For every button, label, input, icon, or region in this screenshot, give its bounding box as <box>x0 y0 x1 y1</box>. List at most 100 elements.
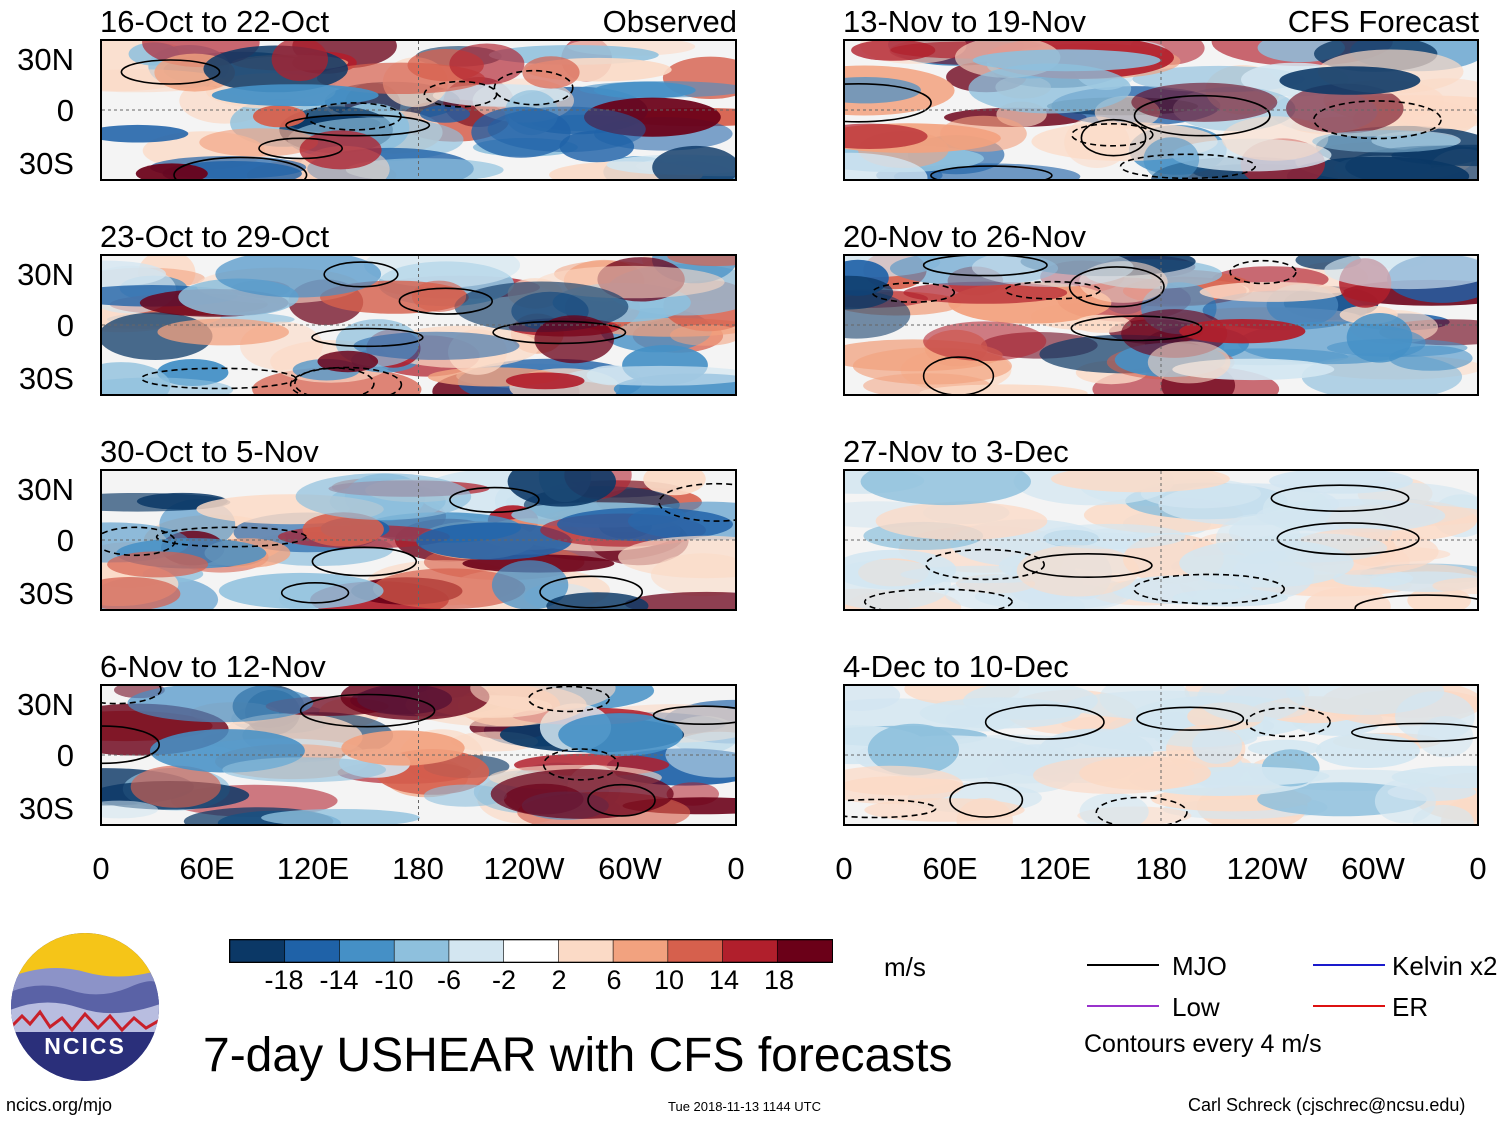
anomaly-blob <box>643 471 706 496</box>
anomaly-blob <box>1346 313 1413 363</box>
anomaly-blob <box>261 809 420 824</box>
map-panel <box>843 684 1479 826</box>
map-panel <box>100 254 737 396</box>
lat-label: 30N <box>17 42 74 77</box>
mjo-contour <box>1095 796 1188 824</box>
mjo-contour <box>949 781 1024 818</box>
mjo-contour <box>1245 706 1331 738</box>
anomaly-blob <box>199 128 319 157</box>
anomaly-blob <box>1324 256 1477 290</box>
legend-low-line <box>1087 1005 1159 1007</box>
mjo-contour <box>1270 484 1410 513</box>
panel-title: 13-Nov to 19-Nov <box>843 4 1086 39</box>
anomaly-blob <box>102 124 189 143</box>
anomaly-blob <box>940 115 1027 152</box>
mjo-contour <box>1276 522 1420 556</box>
anomaly-blob <box>923 321 1047 361</box>
footer-website: ncics.org/mjo <box>6 1095 113 1115</box>
mjo-contour <box>652 705 735 725</box>
map-field <box>845 471 1477 609</box>
mjo-contour <box>922 256 1048 277</box>
anomaly-blob <box>470 686 616 711</box>
mjo-contour <box>925 548 1046 581</box>
anomaly-blob <box>1221 116 1329 161</box>
legend-mjo-label: MJO <box>1172 951 1227 981</box>
anomaly-blob <box>665 731 735 778</box>
lon-label: 120E <box>1018 851 1092 886</box>
lat-label: 30N <box>17 257 74 292</box>
anomaly-blob <box>1432 577 1477 594</box>
mjo-contour <box>323 261 399 288</box>
mjo-contour <box>311 327 424 348</box>
mjo-contour <box>1354 594 1477 609</box>
anomaly-blob <box>341 730 465 766</box>
lon-label: 0 <box>1469 851 1487 886</box>
legend-er-label: ER <box>1392 992 1429 1022</box>
map-field <box>102 471 735 609</box>
map-field <box>845 41 1477 179</box>
lon-label: 120W <box>1226 851 1308 886</box>
mjo-contour <box>1068 266 1165 308</box>
mjo-contour <box>1313 100 1442 140</box>
lon-label: 180 <box>1135 851 1187 886</box>
colorbar-swatch <box>612 940 669 962</box>
anomaly-blob <box>652 145 735 179</box>
mjo-contour <box>1119 153 1256 179</box>
colorbar-swatch <box>448 940 505 962</box>
anomaly-blob <box>107 551 209 578</box>
mjo-contour <box>539 575 643 609</box>
anomaly-blob <box>507 471 616 507</box>
anomaly-blob <box>845 152 928 179</box>
legend-er-line <box>1313 1005 1385 1007</box>
anomaly-blob <box>317 350 379 373</box>
mjo-contour <box>984 704 1105 740</box>
anomaly-blob <box>1050 471 1230 493</box>
colorbar-swatch <box>558 940 614 962</box>
lat-label: 0 <box>56 523 74 558</box>
mjo-contour <box>863 588 1013 609</box>
lat-label: 30S <box>18 576 74 611</box>
anomaly-blob <box>558 713 683 757</box>
mjo-contour <box>299 693 436 728</box>
colorbar-swatch <box>339 940 395 962</box>
mjo-contour <box>1023 553 1153 579</box>
anomaly-blob <box>491 560 569 609</box>
anomaly-blob <box>1179 319 1306 344</box>
anomaly-blob <box>566 365 735 386</box>
anomaly-blob <box>1395 691 1475 742</box>
colorbar-label: 10 <box>653 965 685 995</box>
mjo-contour <box>1136 706 1245 731</box>
anomaly-blob <box>579 81 735 98</box>
mjo-contour <box>871 282 956 303</box>
anomaly-blob <box>1312 130 1460 153</box>
lon-label: 60W <box>598 851 662 886</box>
anomaly-blob <box>127 686 314 723</box>
legend-kelvin-line <box>1313 964 1385 966</box>
map-panel <box>843 469 1479 611</box>
mjo-contour <box>493 69 574 106</box>
anomaly-blob <box>972 49 1161 72</box>
mjo-contour <box>285 114 431 137</box>
anomaly-blob <box>1387 783 1477 802</box>
map-field <box>102 686 735 824</box>
anomaly-blob <box>449 43 525 85</box>
anomaly-blob <box>919 697 1081 729</box>
mjo-contour <box>845 798 937 819</box>
colorbar-label: 14 <box>708 965 740 995</box>
legend-low-label: Low <box>1172 992 1220 1022</box>
main-title: 7-day USHEAR with CFS forecasts <box>203 1029 953 1082</box>
anomaly-blob <box>490 768 674 819</box>
anomaly-blob <box>423 784 507 807</box>
anomaly-blob <box>102 377 234 394</box>
legend-mjo-line <box>1087 964 1159 966</box>
mjo-contour <box>492 320 627 345</box>
map-field <box>102 256 735 394</box>
lon-label: 120W <box>483 851 565 886</box>
panel-title: 4-Dec to 10-Dec <box>843 649 1069 684</box>
anomaly-blob <box>157 318 289 346</box>
anomaly-blob <box>222 757 387 783</box>
lon-label: 0 <box>727 851 745 886</box>
anomaly-blob <box>851 41 936 61</box>
anomaly-blob <box>102 577 181 609</box>
anomaly-blob <box>670 324 735 346</box>
